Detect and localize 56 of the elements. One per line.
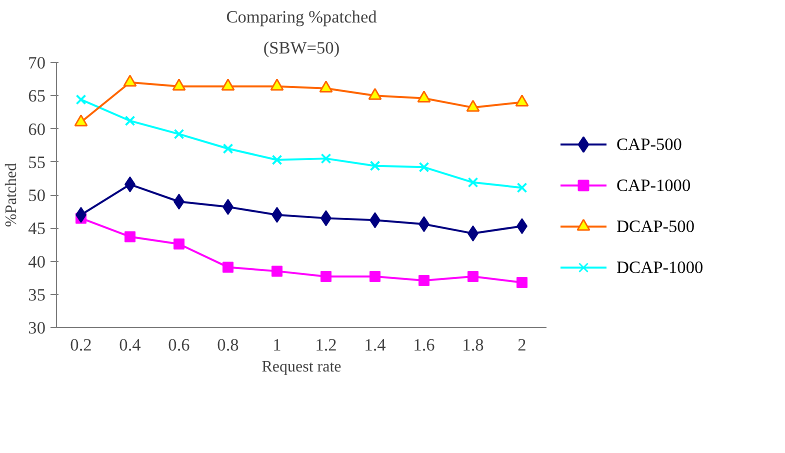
point [319,80,333,93]
point [370,270,380,282]
x-tick-label: 1.4 [364,336,386,354]
x-tick-label: 1.8 [462,336,484,354]
x-tick-label: 0.8 [217,336,239,354]
point [516,182,528,193]
y-tick-label: 65 [28,86,46,106]
legend-label: DCAP-500 [616,217,694,236]
point [370,160,380,172]
x-axis-title: Request rate [262,358,342,376]
legend-label: CAP-500 [616,135,682,154]
point [222,262,234,273]
y-tick-label: 40 [28,252,46,272]
x-tick-label: 1 [272,336,282,354]
point [468,270,478,282]
point [174,238,184,250]
chart-title: Comparing %patched [226,8,378,26]
y-tick-label: 45 [28,219,46,238]
x-tick-label: 2 [518,336,526,354]
point [418,162,430,172]
point [272,266,282,277]
point [76,94,86,105]
point [174,128,184,140]
x-tick-label: 0.2 [70,336,92,354]
y-tick-label: 70 [28,54,46,72]
y-axis-title: %Patched [3,163,20,227]
legend-label: DCAP-1000 [616,258,704,278]
y-tick-label: 35 [28,285,46,304]
point [272,154,282,166]
point [172,78,186,91]
y-tick-label: 60 [28,120,46,139]
y-tick-label: 30 [28,318,46,338]
point [516,276,528,288]
point [515,94,529,106]
chart-subtitle: (SBW=50) [263,38,340,58]
point [221,78,235,91]
point [270,78,284,91]
point [417,90,431,102]
point [123,74,137,87]
point [74,114,88,126]
x-tick-label: 1.2 [315,336,337,354]
point [418,274,430,286]
point [320,153,332,164]
point [468,177,478,188]
y-tick-label: 55 [28,152,46,172]
point [320,270,332,282]
legend-label: CAP-1000 [616,176,691,196]
point [368,88,382,100]
y-tick-label: 50 [28,186,46,205]
x-tick-label: 1.6 [413,336,436,354]
x-tick-label: 0.4 [119,336,142,354]
point [124,231,136,242]
point [466,100,480,112]
point [124,116,136,126]
x-tick-label: 0.6 [168,336,190,354]
point [222,143,234,154]
